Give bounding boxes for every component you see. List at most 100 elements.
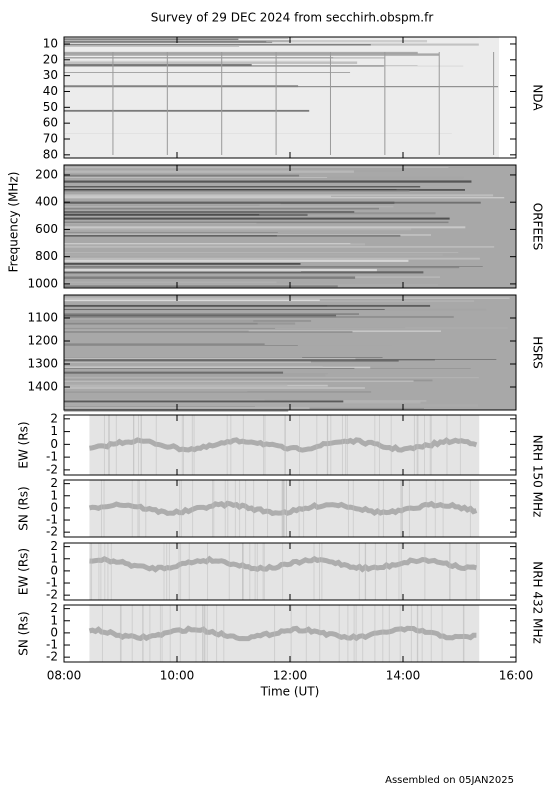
texture-line: [64, 379, 433, 382]
texture-line: [64, 227, 412, 231]
texture-line: [64, 297, 510, 299]
texture-line: [64, 38, 239, 41]
texture-line: [64, 211, 355, 213]
chart-title: Survey of 29 DEC 2024 from secchirh.obsp…: [151, 11, 434, 25]
y-tick-label: 50: [43, 100, 58, 114]
texture-line: [64, 189, 410, 192]
texture-line: [64, 357, 303, 358]
texture-line: [64, 326, 508, 330]
texture-line: [64, 195, 332, 198]
texture-line: [64, 322, 258, 325]
texture-band: [88, 625, 477, 642]
spectrogram-texture: [88, 480, 478, 537]
spectrogram-texture: [64, 297, 510, 413]
texture-line: [64, 61, 358, 64]
texture-line: [64, 51, 418, 54]
texture-line: [64, 300, 475, 303]
texture-line: [64, 330, 441, 332]
panel-y-label: EW (Rs): [17, 421, 31, 468]
texture-line: [64, 57, 385, 59]
texture-line: [64, 246, 495, 248]
texture-line: [64, 72, 351, 73]
texture-line: [64, 243, 365, 246]
texture-line: [64, 331, 353, 333]
y-tick-label: 800: [35, 249, 58, 263]
texture-line: [64, 269, 302, 272]
y-tick-label: 2: [50, 539, 58, 553]
texture-line: [64, 109, 310, 112]
texture-line: [64, 53, 440, 56]
y-tick-label: -2: [46, 525, 58, 539]
texture-line: [64, 400, 344, 403]
texture-line: [64, 299, 320, 302]
instrument-label: HSRS: [531, 336, 545, 369]
texture-line: [64, 259, 409, 262]
texture-line: [64, 207, 379, 210]
x-tick-label: 12:00: [273, 669, 308, 683]
instrument-label: NDA: [531, 84, 545, 111]
texture-line: [64, 167, 292, 169]
y-tick-label: -1: [46, 450, 58, 464]
texture-line: [64, 345, 298, 346]
texture-line: [64, 387, 365, 389]
y-tick-label: 60: [43, 116, 58, 130]
texture-line: [64, 44, 371, 46]
spectrogram-texture: [89, 415, 478, 475]
texture-line: [64, 133, 452, 134]
texture-line: [64, 304, 431, 307]
x-tick-label: 16:00: [499, 669, 534, 683]
footer: Assembled on 05JAN2025: [385, 775, 514, 786]
y-tick-label: 1000: [27, 276, 58, 290]
texture-line: [64, 313, 360, 315]
texture-line: [64, 377, 479, 379]
texture-line: [64, 366, 371, 369]
y-tick-label: 2: [50, 476, 58, 490]
y-tick-label: 0: [50, 625, 58, 639]
y-tick-label: -1: [46, 638, 58, 652]
x-axis-label: Time (UT): [260, 685, 320, 699]
panel-y-label: EW (Rs): [17, 548, 31, 595]
texture-line: [64, 359, 435, 361]
texture-line: [64, 365, 323, 368]
y-tick-label: 30: [43, 68, 58, 82]
texture-line: [64, 204, 260, 206]
texture-line: [64, 37, 479, 38]
texture-line: [64, 404, 479, 407]
y-tick-label: 40: [43, 84, 58, 98]
spectrogram-texture: [64, 166, 505, 288]
texture-line: [64, 235, 277, 237]
y-tick-label: -1: [46, 576, 58, 590]
spectrogram-texture: [89, 543, 480, 600]
y-axis-label: Frequency (MHz): [7, 172, 21, 273]
texture-line: [64, 371, 284, 374]
texture-line: [64, 221, 449, 224]
texture-line: [64, 186, 421, 188]
texture-line: [64, 41, 267, 43]
texture-line: [64, 309, 385, 310]
texture-line: [64, 174, 300, 177]
y-tick-label: -1: [46, 513, 58, 527]
texture-line: [64, 276, 440, 278]
texture-line: [64, 367, 355, 369]
texture-line: [64, 343, 265, 345]
spectrogram-texture: [64, 37, 499, 155]
y-tick-label: 200: [35, 167, 58, 181]
texture-line: [64, 197, 505, 199]
texture-line: [64, 177, 328, 178]
texture-line: [64, 257, 480, 260]
texture-line: [64, 242, 351, 245]
texture-line: [64, 391, 248, 392]
y-tick-label: 0: [50, 500, 58, 514]
texture-line: [64, 373, 328, 375]
y-tick-label: 0: [50, 563, 58, 577]
y-tick-label: 10: [43, 36, 58, 50]
y-tick-label: -2: [46, 650, 58, 664]
y-tick-label: 1100: [27, 311, 58, 325]
texture-line: [64, 180, 472, 183]
y-tick-label: 2: [50, 601, 58, 615]
texture-line: [64, 85, 299, 88]
y-tick-label: 2: [50, 411, 58, 425]
texture-line: [64, 212, 436, 215]
texture-line: [64, 266, 460, 269]
